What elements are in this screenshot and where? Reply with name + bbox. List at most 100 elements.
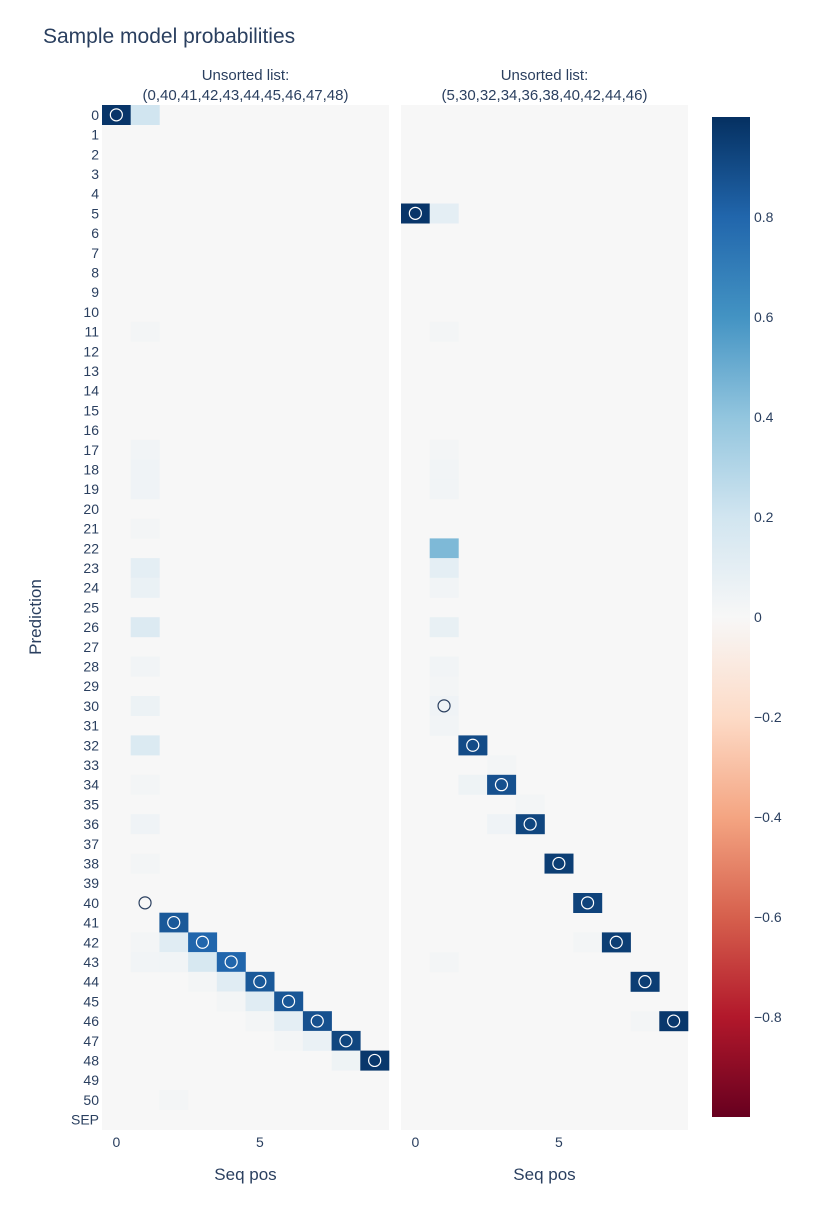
target-marker bbox=[253, 975, 267, 989]
x-tick-label: 5 bbox=[256, 1134, 264, 1150]
colorbar-tick-label: 0.2 bbox=[754, 509, 774, 525]
target-marker bbox=[224, 955, 238, 969]
panel-1-markers bbox=[109, 108, 382, 1068]
target-marker bbox=[408, 206, 422, 220]
panel-2: Unsorted list: (5,30,32,34,36,38,40,42,4… bbox=[401, 67, 689, 1184]
y-tick-label: 21 bbox=[83, 521, 99, 537]
y-tick-label: 5 bbox=[91, 205, 99, 221]
y-tick-label: 10 bbox=[83, 304, 99, 320]
panel-1-subtitle-line1: Unsorted list: bbox=[202, 67, 290, 84]
y-tick-label: 3 bbox=[91, 166, 99, 182]
heatmap-cell bbox=[487, 755, 517, 776]
colorbar-tick-label: 0.8 bbox=[754, 209, 774, 225]
y-tick-label: 16 bbox=[83, 422, 99, 438]
y-tick-label: 17 bbox=[83, 442, 99, 458]
y-tick-label: 23 bbox=[83, 560, 99, 576]
colorbar-tick-label: 0.4 bbox=[754, 409, 774, 425]
target-marker bbox=[494, 778, 509, 792]
x-tick-label: 5 bbox=[555, 1134, 563, 1150]
y-tick-label: 14 bbox=[83, 383, 99, 399]
heatmap-cell bbox=[630, 971, 660, 992]
target-marker bbox=[437, 699, 451, 713]
target-marker bbox=[638, 975, 652, 989]
heatmap-cell bbox=[458, 735, 488, 756]
target-marker bbox=[339, 1034, 353, 1048]
y-tick-label: 7 bbox=[91, 245, 99, 261]
y-tick-label: 4 bbox=[91, 186, 99, 202]
heatmap-cell bbox=[188, 952, 218, 973]
heatmap-cell bbox=[130, 617, 160, 638]
target-marker bbox=[167, 915, 181, 930]
colorbar-tick-label: −0.2 bbox=[754, 709, 782, 725]
y-tick-label: 33 bbox=[83, 757, 99, 773]
target-marker bbox=[466, 738, 480, 752]
y-tick-label: 1 bbox=[91, 127, 99, 143]
y-tick-label: 13 bbox=[83, 363, 99, 379]
heatmap-cell bbox=[429, 577, 459, 598]
target-marker bbox=[138, 896, 152, 910]
heatmap-cell bbox=[130, 853, 160, 874]
colorbar-tick-label: 0 bbox=[754, 609, 762, 625]
y-tick-label: 11 bbox=[84, 324, 99, 340]
heatmap-cell bbox=[188, 971, 218, 992]
heatmap-cell bbox=[274, 1030, 304, 1051]
y-tick-label: 32 bbox=[83, 737, 99, 753]
y-tick-label: 19 bbox=[83, 481, 99, 497]
y-tick-label: 31 bbox=[83, 718, 99, 734]
heatmap-cell bbox=[601, 932, 631, 953]
heatmap-cell bbox=[429, 715, 459, 736]
y-tick-label: 29 bbox=[83, 678, 99, 694]
heatmap-cell bbox=[130, 814, 160, 835]
y-tick-label: 34 bbox=[83, 777, 99, 793]
heatmap-cell bbox=[130, 696, 160, 716]
y-tick-label: 38 bbox=[83, 855, 99, 871]
heatmap-cell bbox=[331, 1050, 361, 1071]
target-marker bbox=[195, 935, 210, 949]
y-tick-label: 40 bbox=[83, 895, 99, 911]
heatmap-cell bbox=[302, 1011, 332, 1032]
heatmap-cell bbox=[245, 991, 275, 1012]
y-tick-label: 15 bbox=[83, 402, 99, 418]
heatmap-cell bbox=[216, 991, 246, 1012]
y-tick-label: 49 bbox=[83, 1072, 99, 1088]
y-tick-label: 2 bbox=[91, 146, 99, 162]
y-tick-label: SEP bbox=[71, 1112, 99, 1128]
target-marker bbox=[580, 896, 595, 910]
heatmap-cell bbox=[274, 1011, 304, 1032]
chart-title: Sample model probabilities bbox=[43, 25, 295, 48]
heatmap-cell bbox=[302, 1030, 332, 1051]
heatmap-cell bbox=[573, 932, 603, 953]
heatmap-cell bbox=[429, 479, 459, 500]
target-marker bbox=[552, 856, 566, 871]
heatmap-cell bbox=[130, 932, 160, 953]
heatmap-cell bbox=[130, 774, 160, 795]
panel-1-cells bbox=[102, 105, 390, 1110]
heatmap-cell bbox=[130, 321, 160, 342]
heatmap-cell bbox=[515, 794, 545, 815]
y-tick-label: 20 bbox=[83, 501, 99, 517]
heatmap-cell bbox=[130, 105, 160, 125]
y-tick-label: 12 bbox=[83, 343, 99, 359]
target-marker bbox=[281, 994, 296, 1008]
heatmap-cell bbox=[429, 696, 459, 716]
heatmap-cell bbox=[429, 617, 459, 638]
x-tick-label: 0 bbox=[411, 1134, 419, 1150]
colorbar-ticks: 0.8 0.6 0.4 0.2 0 −0.2 −0.4 −0.6 −0.8 bbox=[754, 209, 782, 1025]
y-tick-label: 45 bbox=[83, 993, 99, 1009]
heatmap-cell bbox=[216, 952, 246, 973]
heatmap-cell bbox=[274, 991, 304, 1012]
target-marker bbox=[310, 1014, 324, 1028]
y-tick-label: 36 bbox=[83, 816, 99, 832]
heatmap-cell bbox=[360, 1050, 390, 1071]
y-tick-label: 46 bbox=[83, 1013, 99, 1029]
heatmap-cell bbox=[487, 814, 517, 835]
heatmap-cell bbox=[401, 203, 430, 224]
y-tick-label: 41 bbox=[83, 915, 99, 931]
y-tick-label: 8 bbox=[91, 264, 99, 280]
y-tick-label: 48 bbox=[83, 1052, 99, 1068]
y-tick-label: 22 bbox=[83, 540, 99, 556]
y-axis-ticks: 0123456789101112131415161718192021222324… bbox=[71, 107, 99, 1128]
y-tick-label: 37 bbox=[83, 836, 99, 852]
